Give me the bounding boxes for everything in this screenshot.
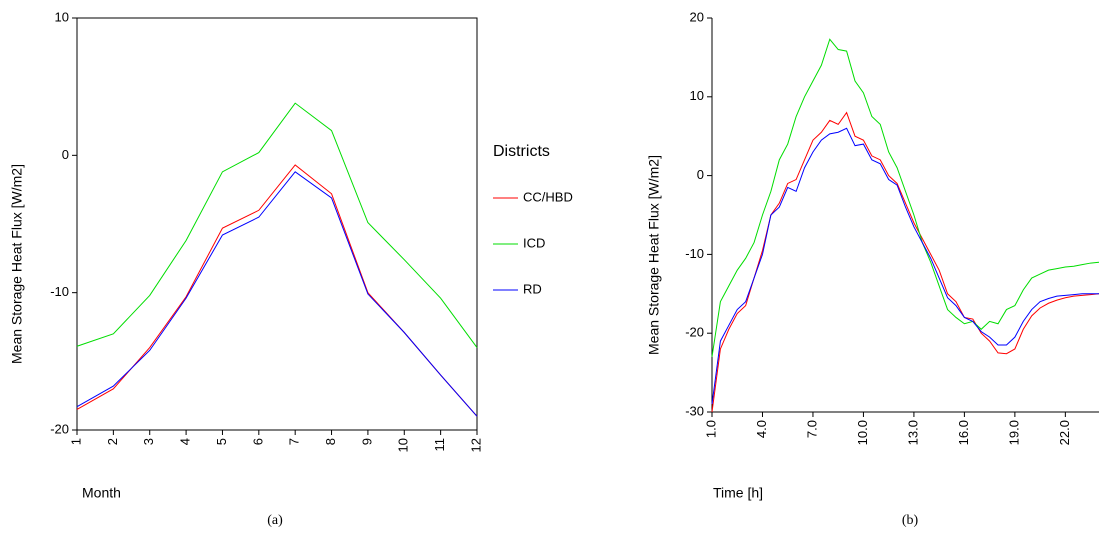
series-line (76, 164, 478, 417)
y-tick-label: -10 (685, 246, 704, 261)
x-tick-label: 12 (468, 438, 483, 452)
x-tick-label: 4 (178, 438, 193, 445)
x-tick-label: 19.0 (1006, 420, 1021, 445)
x-tick-label: 7 (287, 438, 302, 445)
series-line (76, 102, 478, 348)
caption: (a) (267, 513, 283, 528)
x-tick-label: 9 (359, 438, 374, 445)
x-tick-label: 11 (432, 438, 447, 452)
x-tick-label: 2 (105, 438, 120, 445)
x-tick-label: 7.0 (804, 420, 819, 438)
legend-label: ICD (523, 235, 545, 250)
x-tick-label: 1 (68, 438, 83, 445)
x-tick-label: 5 (214, 438, 229, 445)
series-line (711, 127, 1099, 405)
plot-frame (76, 17, 478, 431)
legend-label: CC/HBD (523, 189, 573, 204)
y-tick-label: -30 (685, 403, 704, 418)
x-tick-label: 3 (141, 438, 156, 445)
y-axis-label: Mean Storage Heat Flux [W/m2] (646, 155, 662, 355)
legend-label: RD (523, 281, 542, 296)
legend-title: Districts (493, 143, 550, 160)
x-tick-label: 10 (396, 438, 411, 452)
x-tick-label: 22.0 (1057, 420, 1072, 445)
series-line (711, 38, 1100, 357)
x-axis-label: Month (82, 485, 121, 501)
caption: (b) (902, 513, 919, 528)
y-tick-label: -20 (50, 421, 69, 436)
series-line (76, 171, 478, 417)
x-tick-label: 10.0 (855, 420, 870, 445)
x-axis-label: Time [h] (713, 485, 763, 501)
x-tick-label: 16.0 (956, 420, 971, 445)
y-tick-label: 10 (55, 9, 69, 24)
x-tick-label: 4.0 (754, 420, 769, 438)
x-tick-label: 8 (323, 438, 338, 445)
y-tick-label: -20 (685, 325, 704, 340)
x-tick-label: 6 (250, 438, 265, 445)
x-tick-label: 13.0 (905, 420, 920, 445)
y-tick-label: 10 (690, 88, 704, 103)
y-tick-label: 0 (62, 147, 69, 162)
y-axis-label: Mean Storage Heat Flux [W/m2] (9, 164, 25, 364)
y-tick-label: -10 (50, 284, 69, 299)
x-tick-label: 1.0 (703, 420, 718, 438)
y-tick-label: 20 (690, 9, 704, 24)
y-tick-label: 0 (697, 167, 704, 182)
series-line (711, 111, 1100, 413)
